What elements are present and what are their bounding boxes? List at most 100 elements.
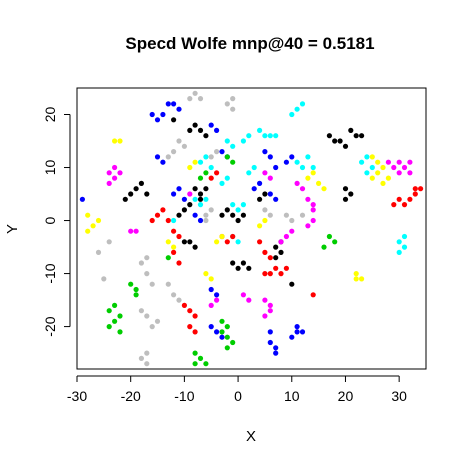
data-point [192,90,198,96]
data-point [171,117,177,123]
data-point [230,339,236,346]
data-point [133,228,139,234]
data-point [310,164,316,171]
x-axis: -30 -20 -10 0 10 20 30 [67,375,407,404]
data-point [90,223,96,229]
data-point [203,361,209,367]
data-point [224,101,230,107]
data-point [299,101,306,107]
data-point [273,164,279,171]
data-point [112,302,118,308]
data-point [117,313,123,319]
data-point [359,276,365,282]
data-point [106,180,112,186]
data-point [192,186,198,192]
data-point [165,255,171,261]
data-point [267,329,273,335]
data-point [203,217,209,224]
data-point [112,318,118,324]
data-point [112,175,118,181]
data-point [246,170,252,176]
data-point [246,133,252,139]
data-point [197,96,204,102]
data-point [267,302,273,308]
data-point [138,308,144,314]
data-point [154,318,161,324]
data-point [262,297,268,303]
data-point [149,217,155,224]
data-point [257,127,263,133]
data-point [117,170,123,176]
data-point [144,271,150,277]
data-point [165,281,171,287]
data-point [133,286,139,293]
data-point [117,329,123,335]
data-point [273,133,279,139]
data-point [208,276,214,282]
data-point [230,96,236,102]
data-point [181,302,187,308]
data-point [149,111,155,118]
data-point [294,329,300,335]
data-point [160,111,166,118]
data-point [192,212,198,218]
data-point [181,207,187,213]
data-point [289,334,295,340]
data-point [176,297,182,303]
data-point [214,170,220,176]
data-point [267,191,273,197]
data-point [348,127,354,133]
data-point [251,164,257,171]
data-point [283,233,289,240]
data-point [273,350,279,356]
data-point [154,212,161,218]
data-point [112,138,118,144]
data-point [321,186,327,192]
data-point [197,202,204,208]
data-point [391,164,397,171]
data-point [310,217,316,224]
data-point [203,154,209,160]
data-point [214,292,220,298]
data-point [348,191,354,197]
data-point [171,191,177,197]
data-point [187,191,193,197]
data-point [230,233,236,240]
data-point [262,133,268,139]
data-point [359,159,365,165]
data-point [144,313,150,319]
y-axis: -20 -10 0 10 20 [42,107,71,337]
data-point [230,159,236,165]
y-tick-label: -20 [42,316,58,336]
data-point [289,154,295,160]
data-point [176,106,182,112]
data-point [326,133,332,139]
data-point [353,271,359,277]
x-axis-label: X [246,428,256,445]
data-point [321,244,327,250]
data-point [106,324,112,330]
data-point [230,202,236,208]
data-point [165,217,171,224]
data-point [176,212,182,218]
data-point [187,164,193,171]
data-point [224,345,230,351]
data-point [128,281,134,287]
data-point [138,180,144,186]
plot-box [76,87,427,370]
data-point [208,324,214,330]
data-point [144,191,150,197]
data-point [342,196,349,202]
data-point [267,154,273,160]
data-point [224,175,230,181]
data-point [396,196,402,202]
data-point [273,196,279,202]
data-point [278,249,284,255]
data-point [171,217,177,224]
data-point [187,202,193,208]
data-point [396,159,402,165]
data-point [106,239,112,245]
data-point [160,207,166,213]
data-point [219,149,225,155]
data-point [289,228,295,234]
